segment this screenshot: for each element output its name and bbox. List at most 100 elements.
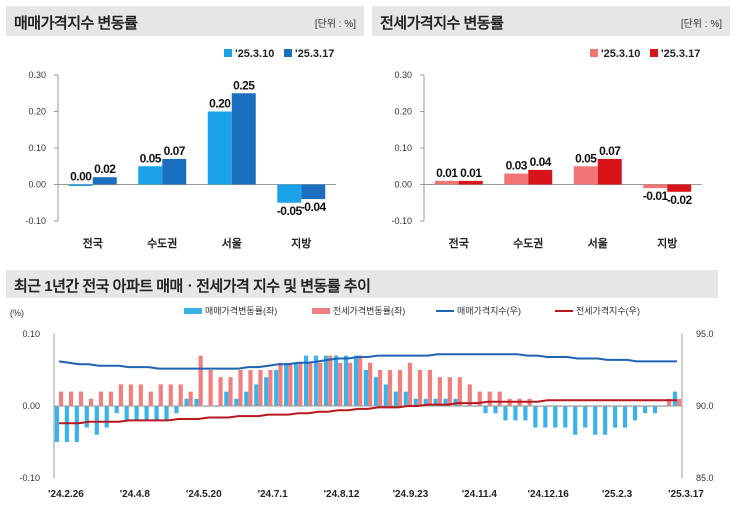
jeonse-category-label: 지방 xyxy=(657,236,677,250)
trend-jeonse-bar xyxy=(88,398,94,406)
trend-legend-label-1: 전세가격변동률(좌) xyxy=(333,305,405,316)
jeonse-legend-swatch-1 xyxy=(650,49,658,57)
sale-data-label-0: 0.20 xyxy=(209,97,231,111)
sale-ytick-label: 0.30 xyxy=(28,70,46,80)
trend-sale-bar xyxy=(523,406,528,421)
jeonse-data-label-0: 0.01 xyxy=(436,166,458,180)
trend-sale-index-line xyxy=(58,353,677,370)
jeonse-ytick-label: 0.00 xyxy=(394,180,412,190)
sale-data-label-1: 0.25 xyxy=(233,78,255,92)
jeonse-category-label: 전국 xyxy=(449,236,469,250)
trend-jeonse-index-line xyxy=(59,399,677,425)
jeonse-legend-label-0: '25.3.10 xyxy=(601,48,640,60)
trend-jeonse-bar xyxy=(178,384,183,406)
trend-jeonse-bar xyxy=(387,370,393,406)
trend-jeonse-bar xyxy=(487,391,492,406)
sale-data-label-0: 0.05 xyxy=(140,151,162,165)
trend-jeonse-bar xyxy=(188,391,193,406)
trend-sale-bar xyxy=(553,406,558,428)
trend-sale-bar xyxy=(583,406,588,428)
trend-jeonse-bar xyxy=(128,384,133,406)
trend-jeonse-bar xyxy=(467,384,472,406)
trend-xtick-label: '25.3.17 xyxy=(668,489,704,500)
trend-jeonse-bar xyxy=(238,370,243,406)
sale-category-label: 수도권 xyxy=(147,237,177,250)
trend-jeonse-bar xyxy=(417,370,423,406)
trend-jeonse-bar xyxy=(308,362,313,406)
trend-jeonse-bar xyxy=(667,398,672,406)
trend-sale-bar xyxy=(104,406,109,428)
trend-y2tick-label: 95.0 xyxy=(696,329,714,339)
trend-jeonse-bar xyxy=(218,377,223,406)
jeonse-change-chart: '25.3.10 '25.3.17 0.30 0.20 0.10 0.00 -0.10 전국 0… xyxy=(391,48,702,250)
trend-jeonse-bar xyxy=(497,391,502,406)
trend-sale-bar xyxy=(513,406,518,421)
trend-sale-bar xyxy=(413,398,418,406)
sale-legend: '25.3.10 '25.3.17 xyxy=(224,48,334,60)
trend-sale-bar xyxy=(503,406,508,421)
jeonse-data-label-0: 0.05 xyxy=(575,151,597,165)
jeonse-bar-1 xyxy=(667,184,692,192)
trend-sale-bar xyxy=(642,406,648,414)
jeonse-ytick-label: 0.20 xyxy=(394,107,412,117)
trend-sale-bar xyxy=(174,406,179,414)
trend-sale-bar xyxy=(483,406,488,414)
trend-sale-bar xyxy=(134,406,139,421)
trend-title: 최근 1년간 전국 아파트 매매ㆍ전세가격 지수 및 변동률 추이 xyxy=(14,278,371,295)
trend-jeonse-bar xyxy=(677,398,682,406)
trend-jeonse-bar xyxy=(348,362,353,406)
trend-legend-swatch-0 xyxy=(184,308,202,314)
trend-jeonse-bar xyxy=(138,384,143,406)
trend-sale-bar xyxy=(333,355,339,406)
trend-jeonse-bar xyxy=(258,370,263,406)
sale-bar-1 xyxy=(162,158,187,185)
sale-legend-swatch-1 xyxy=(284,49,292,57)
trend-sale-bar xyxy=(383,384,388,406)
trend-legend: 매매가격변동률(좌) 전세가격변동률(좌) 매매가격지수(우) 전세가격지수(우) xyxy=(184,305,640,316)
trend-jeonse-bar xyxy=(318,362,323,406)
trend-jeonse-bar xyxy=(118,384,123,406)
trend-sale-bar xyxy=(54,406,59,442)
trend-jeonse-bar xyxy=(358,355,363,406)
sale-ytick-label: -0.10 xyxy=(25,216,46,226)
trend-sale-bar xyxy=(573,406,578,435)
jeonse-data-label-1: 0.01 xyxy=(460,166,482,180)
trend-jeonse-bar xyxy=(427,370,432,406)
trend-xtick-label: '24.12.16 xyxy=(528,489,570,500)
sale-change-panel: 매매가격지수 변동률 [단위 : %] '25.3.10 '25.3.17 0.30… xyxy=(6,6,364,261)
sale-ytick-label: 0.00 xyxy=(28,180,46,190)
trend-sale-bar xyxy=(274,370,279,406)
sale-ytick-label: 0.20 xyxy=(28,107,46,117)
trend-sale-bar xyxy=(254,384,259,406)
trend-sale-bar xyxy=(164,406,169,421)
sale-category-label: 전국 xyxy=(83,236,103,250)
jeonse-category-label: 서울 xyxy=(588,236,608,250)
trend-sale-bar xyxy=(284,362,289,406)
trend-jeonse-bar xyxy=(407,362,413,406)
jeonse-change-title-bar: 전세가격지수 변동률 [단위 : %] xyxy=(372,6,730,36)
trend-ytick-label: 0.10 xyxy=(22,329,40,339)
jeonse-bar-1 xyxy=(528,169,553,185)
trend-sale-bar xyxy=(264,377,269,406)
trend-jeonse-bar xyxy=(78,391,84,406)
sale-change-title-bar: 매매가격지수 변동률 [단위 : %] xyxy=(6,6,364,36)
trend-xtick-label: '24.11.4 xyxy=(462,489,498,500)
sale-data-label-1: 0.02 xyxy=(94,162,116,176)
sale-bar-1 xyxy=(301,184,326,200)
sale-legend-label-1: '25.3.17 xyxy=(295,48,334,60)
trend-jeonse-bar xyxy=(248,370,253,406)
trend-sale-bar xyxy=(593,406,598,435)
trend-sale-bar xyxy=(194,398,199,406)
sale-change-chart: '25.3.10 '25.3.17 0.30 0.20 0.10 0.00 -0.10 전국 0… xyxy=(25,48,336,250)
jeonse-data-label-1: 0.07 xyxy=(599,144,621,158)
trend-sale-bar xyxy=(304,355,309,406)
trend-sale-bar xyxy=(323,355,329,406)
sale-bar-0 xyxy=(68,184,93,186)
trend-sale-bar xyxy=(543,406,548,428)
trend-sale-bar xyxy=(343,355,349,406)
trend-xtick-label: '24.9.23 xyxy=(393,489,429,500)
trend-ytick-label: 0.00 xyxy=(22,401,40,411)
trend-jeonse-bar xyxy=(477,391,482,406)
trend-sale-bar xyxy=(313,355,319,406)
trend-sale-bar xyxy=(373,377,378,406)
